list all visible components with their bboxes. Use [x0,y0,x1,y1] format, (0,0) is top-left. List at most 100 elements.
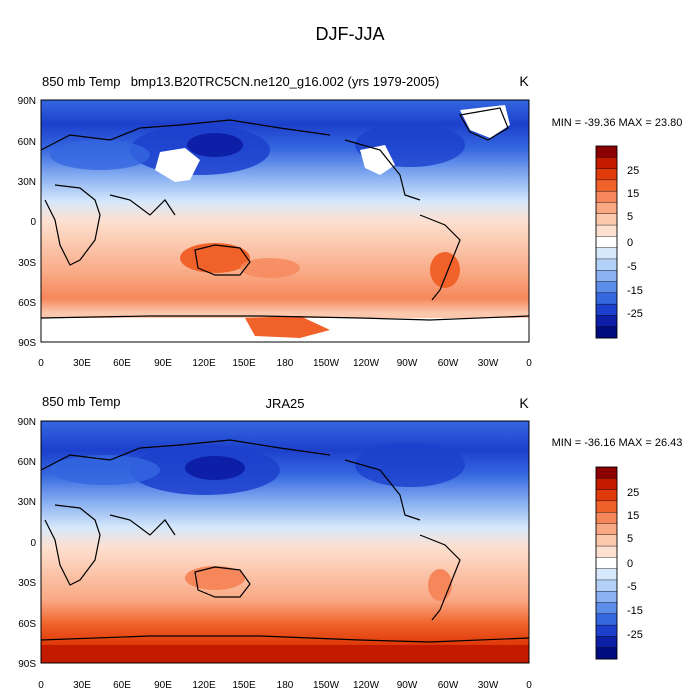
colorbar-swatch [595,466,618,479]
lon-tick-label: 120W [353,358,380,369]
lat-tick-label: 60S [18,298,36,309]
colorbar-swatch [595,624,618,637]
colorbar-swatch [595,202,618,215]
colorbar-swatch [595,213,618,226]
lat-tick-label: 90N [18,96,36,107]
lon-tick-label: 60W [438,680,459,691]
lon-axis: 0 30E 60E 90E 120E 150E 180 150W 120W 90… [38,358,532,369]
colorbar-swatch [595,636,618,649]
map-plot-area [40,420,530,664]
colorbar-swatch [595,315,618,328]
colorbar-label: 25 [627,487,639,499]
colorbar-swatch [595,613,618,626]
lon-tick-label: 120E [192,358,216,369]
lon-tick-label: 30W [478,680,499,691]
lat-tick-label: 30N [18,497,36,508]
colorbar-swatch [595,326,618,339]
panel-left-title: 850 mb Temp [42,394,121,409]
lat-tick-label: 0 [30,217,36,228]
colorbar-swatch [595,270,618,283]
colorbar-swatch [595,190,618,203]
colorbar-swatch [595,647,618,660]
colorbar-label: 15 [627,188,639,200]
colorbar-swatch [595,224,618,237]
lon-tick-label: 60E [113,358,131,369]
lon-tick-label: 150W [313,358,340,369]
colorbar-swatch [595,303,618,316]
lat-tick-label: 90S [18,659,36,670]
panel-bottom: 850 mb Temp JRA25 K 90N [18,394,683,691]
colorbar-label: 0 [627,237,633,249]
lon-tick-label: 0 [38,680,44,691]
min-max-stats: MIN = -39.36 MAX = 23.80 [552,117,683,129]
colorbar-swatch [595,591,618,604]
panel-units: K [519,395,529,411]
lon-tick-label: 180 [277,680,294,691]
lon-tick-label: 60W [438,358,459,369]
lon-axis: 0 30E 60E 90E 120E 150E 180 150W 120W 90… [38,680,532,691]
colorbar-label: 25 [627,165,639,177]
colorbar: 25 15 5 0 -5 -15 -25 [595,145,643,339]
panel-left-title: 850 mb Temp [42,74,121,89]
lon-tick-label: 0 [526,680,532,691]
colorbar-swatch [595,247,618,260]
lat-axis: 90N 60N 30N 0 30S 60S 90S [18,417,37,670]
lat-tick-label: 90S [18,338,36,349]
lat-tick-label: 90N [18,417,36,428]
lon-tick-label: 60E [113,680,131,691]
panel-top: 850 mb Temp bmp13.B20TRC5CN.ne120_g16.00… [18,73,683,369]
colorbar-swatch [595,523,618,536]
colorbar-label: -5 [627,261,637,273]
colorbar-swatch [595,145,618,158]
panel-center-title: bmp13.B20TRC5CN.ne120_g16.002 (yrs 1979-… [131,74,440,89]
colorbar-swatch [595,157,618,170]
lon-tick-label: 90W [397,358,418,369]
lat-tick-label: 30N [18,177,36,188]
colorbar: 25 15 5 0 -5 -15 -25 [595,466,643,660]
lat-tick-label: 30S [18,258,36,269]
colorbar-swatch [595,545,618,558]
colorbar-swatch [595,281,618,294]
lat-axis: 90N 60N 30N 0 30S 60S 90S [18,96,37,349]
colorbar-label: -15 [627,605,643,617]
colorbar-swatch [595,579,618,592]
colorbar-label: -15 [627,285,643,297]
colorbar-swatch [595,534,618,547]
lat-tick-label: 0 [30,538,36,549]
colorbar-label: -5 [627,581,637,593]
colorbar-swatch [595,258,618,271]
lon-tick-label: 90E [154,358,172,369]
colorbar-swatch [595,489,618,502]
colorbar-label: 15 [627,510,639,522]
map-plot-area [40,99,530,343]
colorbar-swatch [595,292,618,305]
lon-tick-label: 30W [478,358,499,369]
lat-tick-label: 60N [18,457,36,468]
lat-tick-label: 60N [18,137,36,148]
lon-tick-label: 0 [38,358,44,369]
lon-tick-label: 150W [313,680,340,691]
colorbar-label: -25 [627,308,643,320]
colorbar-swatch [595,179,618,192]
colorbar-swatch [595,557,618,570]
colorbar-label: 0 [627,558,633,570]
colorbar-swatch [595,168,618,181]
colorbar-swatch [595,478,618,491]
colorbar-swatch [595,511,618,524]
colorbar-label: 5 [627,211,633,223]
colorbar-swatch [595,236,618,249]
lon-tick-label: 90E [154,680,172,691]
lat-tick-label: 60S [18,619,36,630]
lat-tick-label: 30S [18,578,36,589]
lon-tick-label: 120E [192,680,216,691]
lon-tick-label: 180 [277,358,294,369]
min-max-stats: MIN = -36.16 MAX = 26.43 [552,437,683,449]
panel-center-title: JRA25 [265,396,304,411]
lon-tick-label: 90W [397,680,418,691]
lon-tick-label: 30E [73,358,91,369]
colorbar-label: -25 [627,629,643,641]
figure-title: DJF-JJA [316,24,385,44]
lon-tick-label: 120W [353,680,380,691]
lon-tick-label: 150E [232,358,256,369]
